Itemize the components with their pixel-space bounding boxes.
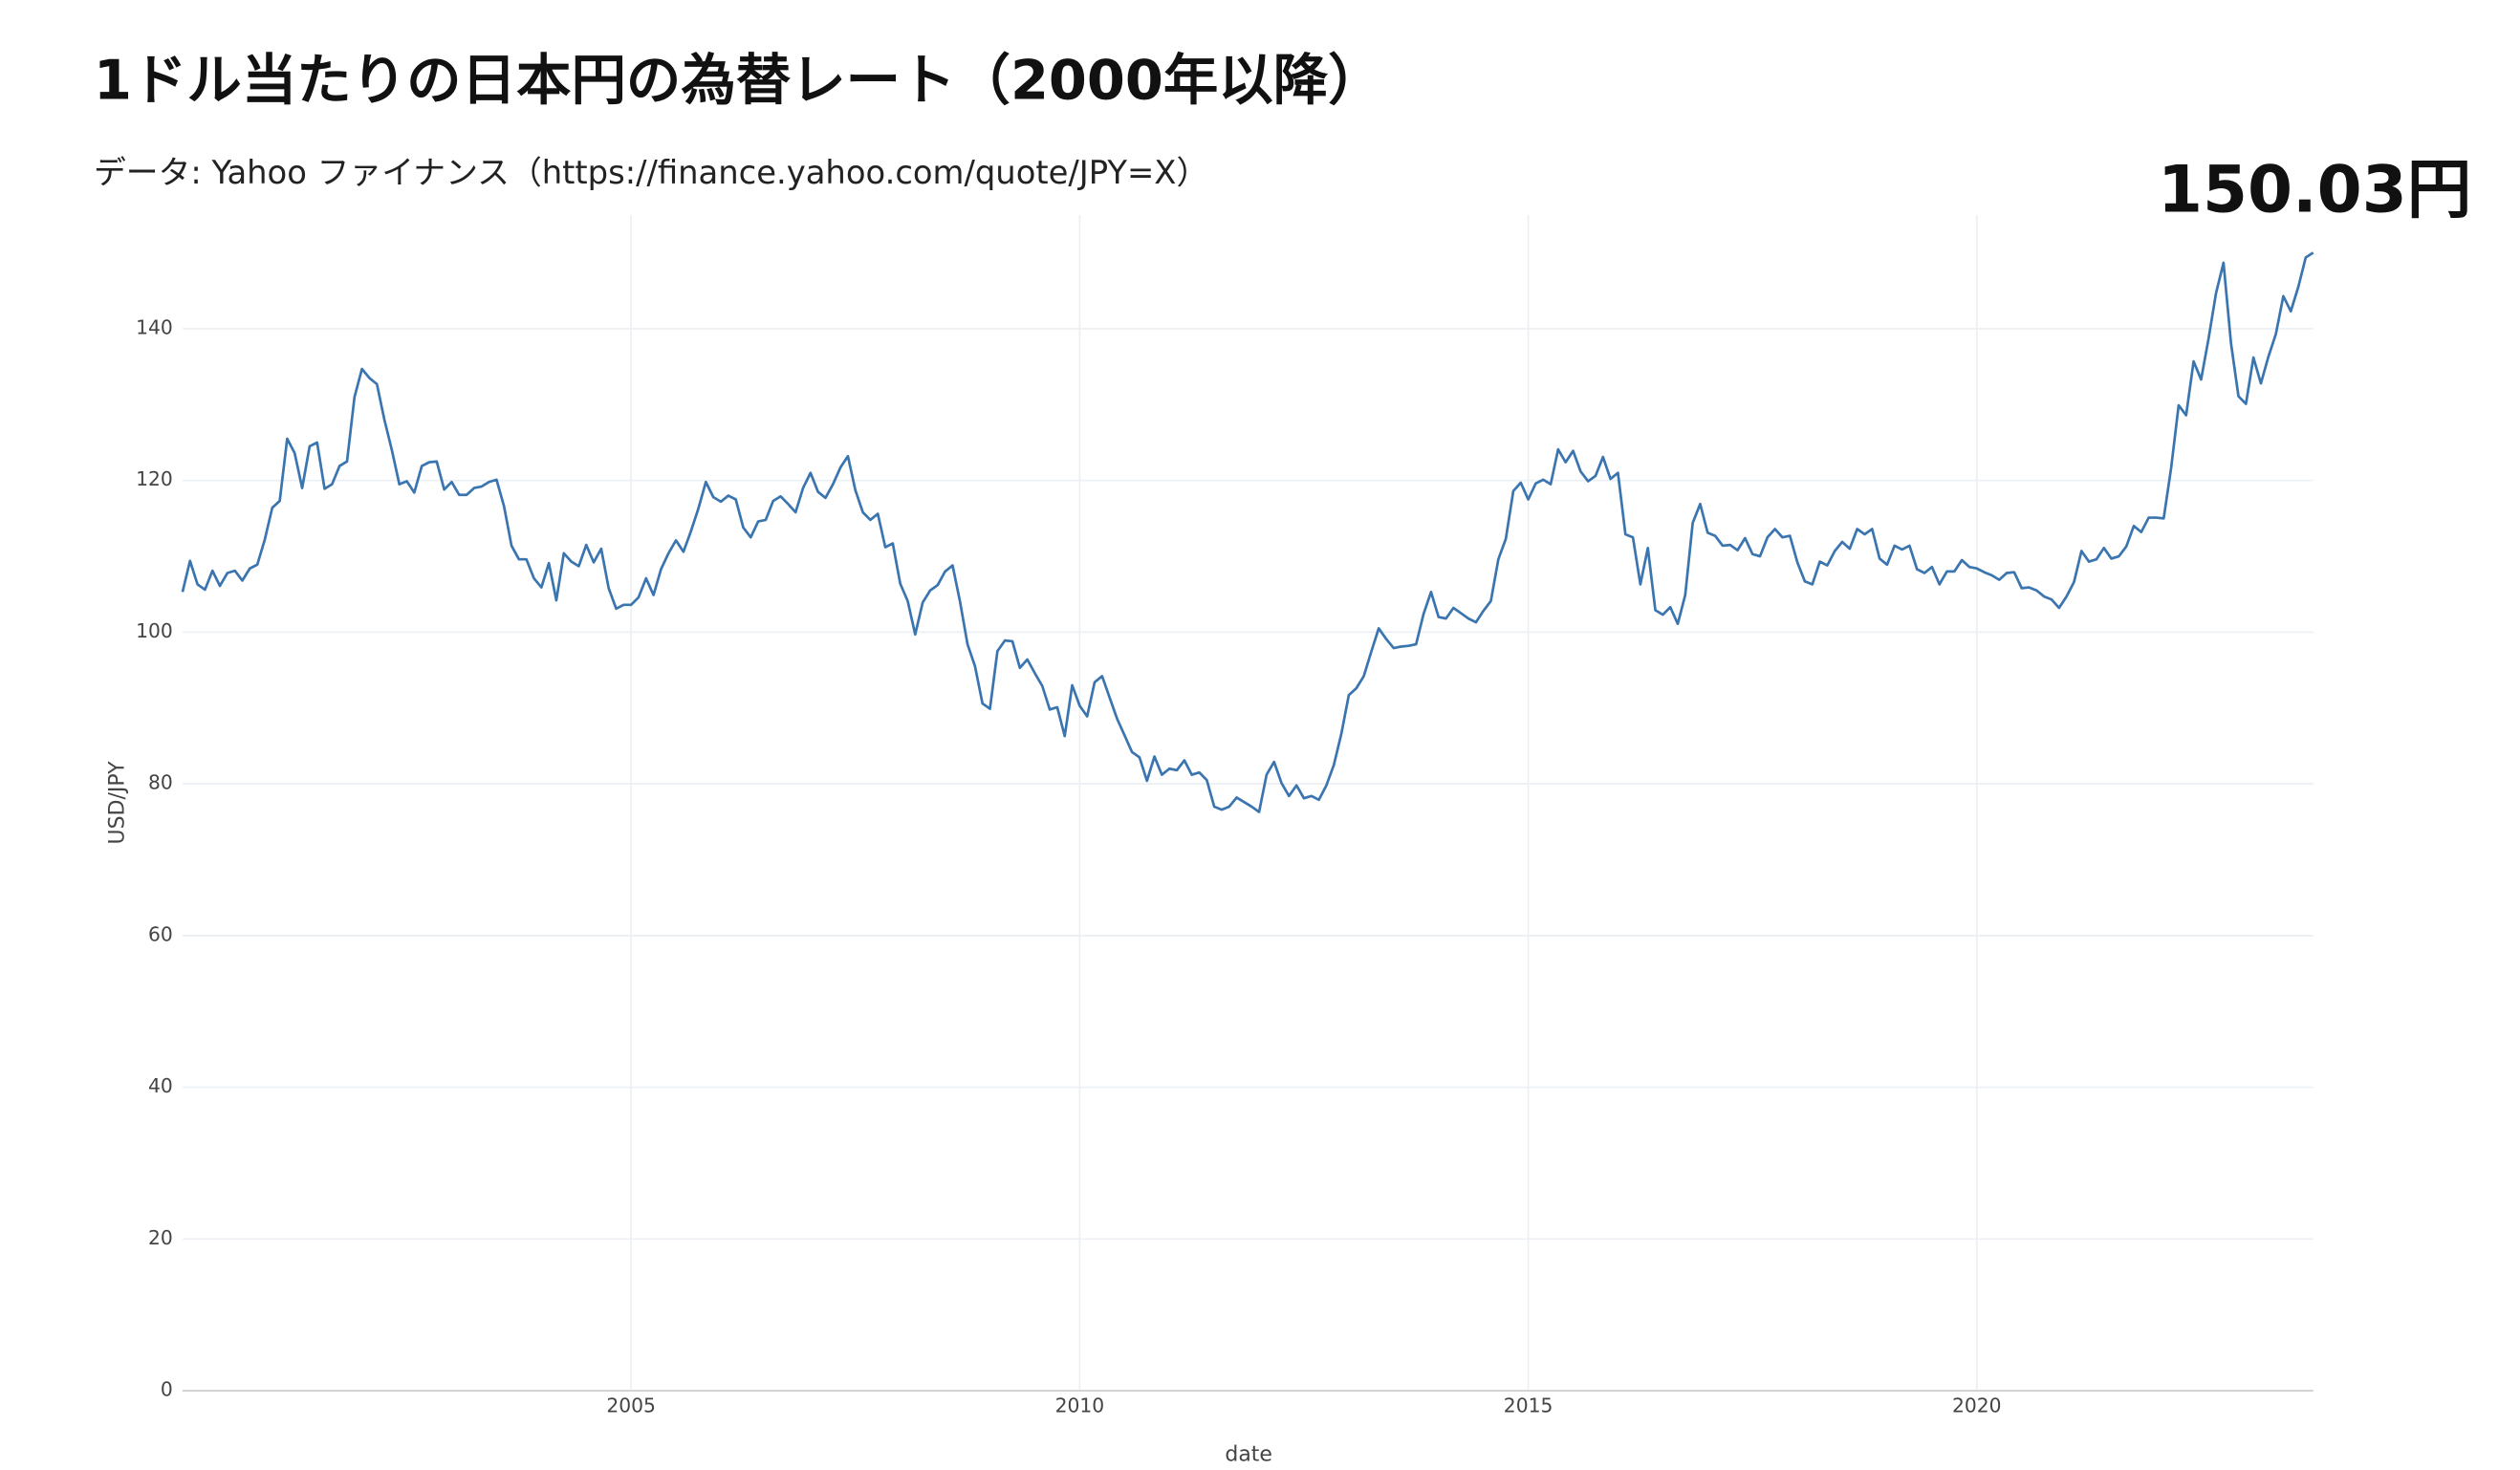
x-tick-label: 2010: [1055, 1394, 1105, 1416]
chart-subtitle: データ: Yahoo ファイナンス（https://finance.yahoo.…: [94, 154, 1208, 191]
x-axis-label: date: [1225, 1443, 1272, 1467]
y-tick-label: 60: [148, 922, 173, 945]
y-tick-label: 0: [161, 1378, 173, 1401]
x-tick-label: 2015: [1504, 1394, 1553, 1416]
annotation: 150.03円: [2158, 151, 2471, 227]
y-tick-label: 100: [136, 619, 173, 642]
y-tick-label: 140: [136, 315, 173, 338]
x-tick-label: 2005: [606, 1394, 656, 1416]
y-tick-label: 80: [148, 771, 173, 794]
y-tick-label: 120: [136, 467, 173, 490]
y-tick-label: 20: [148, 1226, 173, 1249]
x-tick-label: 2020: [1952, 1394, 2002, 1416]
y-tick-label: 40: [148, 1074, 173, 1097]
chart-title: 1ドル当たりの日本円の為替レート（2000年以降）: [94, 49, 1383, 113]
y-axis-label: USD/JPY: [105, 761, 129, 845]
price-line: [181, 251, 2314, 813]
